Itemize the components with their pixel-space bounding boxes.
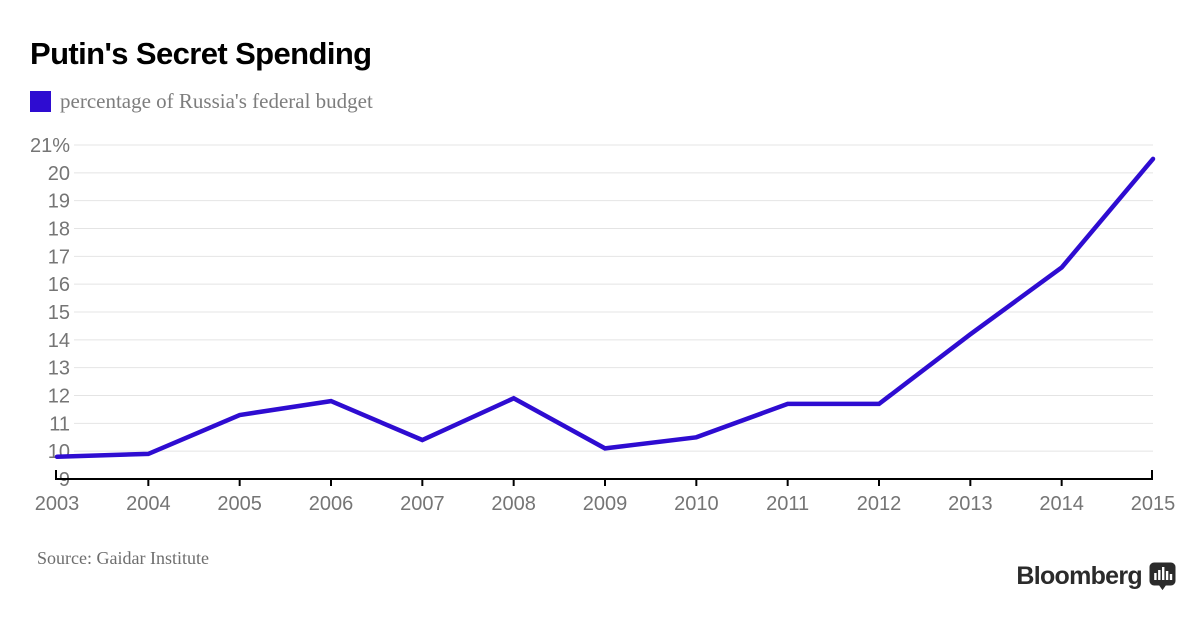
y-tick-label: 15 xyxy=(48,302,70,324)
gridlines xyxy=(74,144,1153,452)
page-title: Putin's Secret Spending xyxy=(30,36,372,71)
bar-chart-bubble-icon xyxy=(1149,562,1176,591)
x-tick-label: 2005 xyxy=(217,493,262,515)
y-tick-label: 13 xyxy=(48,358,70,380)
source-note: Source: Gaidar Institute xyxy=(37,548,209,568)
bloomberg-wordmark: Bloomberg xyxy=(1016,562,1142,590)
legend-swatch xyxy=(30,91,51,112)
x-axis-labels: 2003 2004 2005 2006 2007 2008 2009 2010 2011 2012… xyxy=(35,493,1176,515)
y-tick-label: 20 xyxy=(48,163,70,185)
y-tick-label: 16 xyxy=(48,274,70,296)
x-axis xyxy=(55,470,1153,486)
x-tick-label: 2010 xyxy=(674,493,719,515)
x-tick-label: 2007 xyxy=(400,493,445,515)
y-tick-label: 11 xyxy=(49,413,70,435)
legend-label: percentage of Russia's federal budget xyxy=(60,89,373,113)
y-tick-label: 10 xyxy=(48,441,70,463)
y-tick-label: 12 xyxy=(48,386,70,408)
x-tick-label: 2013 xyxy=(948,493,993,515)
bloomberg-logo: Bloomberg xyxy=(1016,562,1176,591)
x-tick-label: 2003 xyxy=(35,493,80,515)
x-tick-label: 2009 xyxy=(583,493,628,515)
y-tick-label: 18 xyxy=(48,219,70,241)
x-tick-label: 2014 xyxy=(1039,493,1084,515)
x-tick-label: 2008 xyxy=(491,493,536,515)
x-tick-label: 2015 xyxy=(1131,493,1176,515)
chart-legend: percentage of Russia's federal budget xyxy=(30,91,373,112)
y-axis-labels: 9101112131415161718192021% xyxy=(30,135,70,491)
x-tick-label: 2006 xyxy=(309,493,354,515)
x-tick-label: 2004 xyxy=(126,493,171,515)
y-tick-label: 21% xyxy=(30,135,70,157)
x-tick-label: 2012 xyxy=(857,493,902,515)
y-tick-label: 19 xyxy=(48,191,70,213)
series-line xyxy=(54,156,1156,459)
y-tick-label: 14 xyxy=(48,330,70,352)
y-tick-label: 17 xyxy=(48,246,70,268)
x-tick-label: 2011 xyxy=(766,493,809,515)
